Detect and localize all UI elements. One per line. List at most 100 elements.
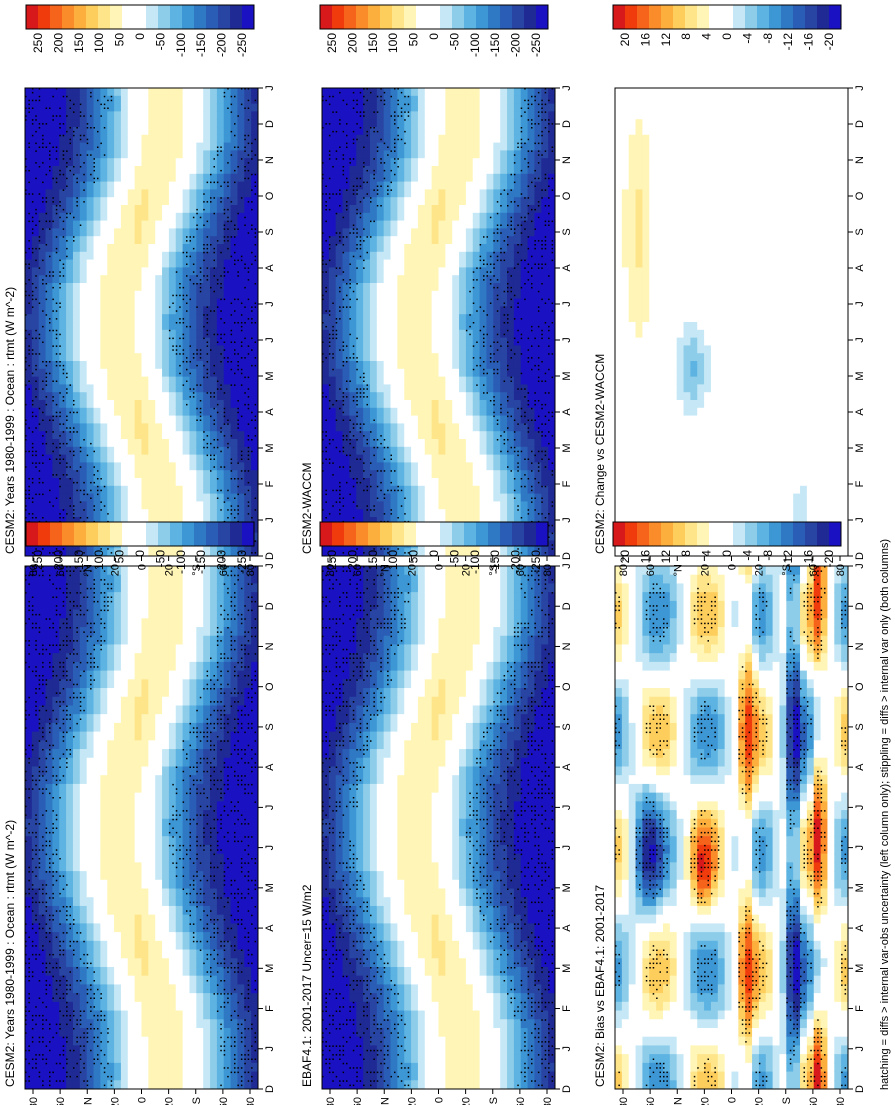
heatmap-cell <box>107 618 115 628</box>
heatmap-cell <box>168 1071 177 1081</box>
heatmap-cell <box>134 731 143 741</box>
heatmap-cell <box>335 984 344 994</box>
heatmap-cell <box>459 583 467 593</box>
heatmap-cell <box>155 1062 163 1073</box>
stipple-dot <box>90 1028 92 1030</box>
heatmap-cell <box>349 583 357 593</box>
stipple-dot <box>251 836 253 838</box>
heatmap-cell <box>168 818 177 829</box>
heatmap-cell <box>189 670 197 680</box>
heatmap-cell <box>465 566 474 576</box>
stipple-dot <box>79 1058 82 1060</box>
stipple-dot <box>196 836 198 838</box>
heatmap-cell <box>114 1054 122 1064</box>
stipple-dot <box>244 653 246 655</box>
stipple-dot <box>234 618 236 620</box>
stipple-dot <box>55 980 58 982</box>
heatmap-cell <box>134 1045 143 1055</box>
heatmap-cell <box>390 897 398 907</box>
heatmap-cell <box>25 583 33 593</box>
heatmap-cell <box>223 731 232 741</box>
heatmap-cell <box>356 897 364 907</box>
heatmap-cell <box>479 566 488 576</box>
heatmap-cell <box>356 801 364 811</box>
heatmap-cell <box>356 949 364 959</box>
heatmap-cell <box>114 792 122 802</box>
heatmap-cell <box>390 653 398 663</box>
stipple-dot <box>86 1080 89 1082</box>
heatmap-cell <box>438 653 446 663</box>
heatmap-cell <box>210 801 218 811</box>
stipple-dot <box>93 657 95 659</box>
heatmap-cell <box>369 853 378 863</box>
stipple-dot <box>79 592 82 594</box>
heatmap-cell <box>66 740 74 750</box>
stipple-dot <box>237 709 239 712</box>
heatmap-cell <box>223 600 232 611</box>
stipple-dot <box>234 1045 236 1047</box>
heatmap-cell <box>376 722 385 733</box>
heatmap-cell <box>369 783 378 794</box>
heatmap-cell <box>134 818 143 829</box>
heatmap-cell <box>127 731 136 741</box>
stipple-dot <box>237 675 239 677</box>
heatmap-cell <box>404 574 412 585</box>
heatmap-cell <box>216 905 225 916</box>
heatmap-cell <box>120 1045 129 1055</box>
heatmap-cell <box>465 775 474 785</box>
heatmap-cell <box>189 705 197 715</box>
stipple-dot <box>93 971 95 973</box>
stipple-dot <box>66 993 68 995</box>
heatmap-cell <box>175 1027 184 1038</box>
heatmap-cell <box>189 731 197 741</box>
heatmap-cell <box>210 714 218 724</box>
stipple-dot <box>103 592 106 594</box>
heatmap-cell <box>411 592 419 602</box>
heatmap-cell <box>251 862 258 872</box>
heatmap-cell <box>411 766 419 776</box>
stipple-dot <box>240 840 243 843</box>
heatmap-cell <box>182 1062 191 1073</box>
stipple-dot <box>234 1071 236 1074</box>
heatmap-cell <box>189 844 197 855</box>
heatmap-cell <box>196 679 204 689</box>
heatmap-cell <box>223 1019 232 1029</box>
heatmap-cell <box>216 644 225 654</box>
heatmap-cell <box>431 566 440 576</box>
heatmap-cell <box>148 679 156 689</box>
heatmap-cell <box>438 905 446 916</box>
heatmap-cell <box>168 914 177 924</box>
heatmap-cell <box>175 958 184 968</box>
heatmap-cell <box>189 609 197 619</box>
stipple-dot <box>49 1049 51 1052</box>
heatmap-cell <box>196 722 204 733</box>
heatmap-cell <box>452 975 460 985</box>
heatmap-cell <box>383 722 392 733</box>
heatmap-cell <box>390 932 398 942</box>
stipple-dot <box>69 613 71 616</box>
heatmap-cell <box>120 574 129 585</box>
stipple-dot <box>210 936 212 938</box>
stipple-dot <box>237 888 239 890</box>
heatmap-cell <box>356 679 364 689</box>
stipple-dot <box>100 1041 102 1043</box>
stipple-dot <box>73 683 75 686</box>
heatmap-cell <box>38 574 47 585</box>
heatmap-cell <box>189 914 197 924</box>
heatmap-cell <box>328 757 337 768</box>
heatmap-cell <box>148 592 156 602</box>
stipple-dot <box>49 1041 51 1043</box>
heatmap-cell <box>86 714 95 724</box>
stipple-dot <box>196 871 198 873</box>
heatmap-cell <box>223 844 232 855</box>
heatmap-cell <box>148 583 156 593</box>
heatmap-cell <box>479 897 488 907</box>
heatmap-cell <box>182 801 191 811</box>
stipple-dot <box>45 967 48 969</box>
heatmap-cell <box>251 853 258 863</box>
heatmap-cell <box>175 932 184 942</box>
heatmap-cell <box>182 1010 191 1020</box>
heatmap-cell <box>328 618 337 628</box>
heatmap-cell <box>417 1036 426 1047</box>
heatmap-cell <box>127 801 136 811</box>
